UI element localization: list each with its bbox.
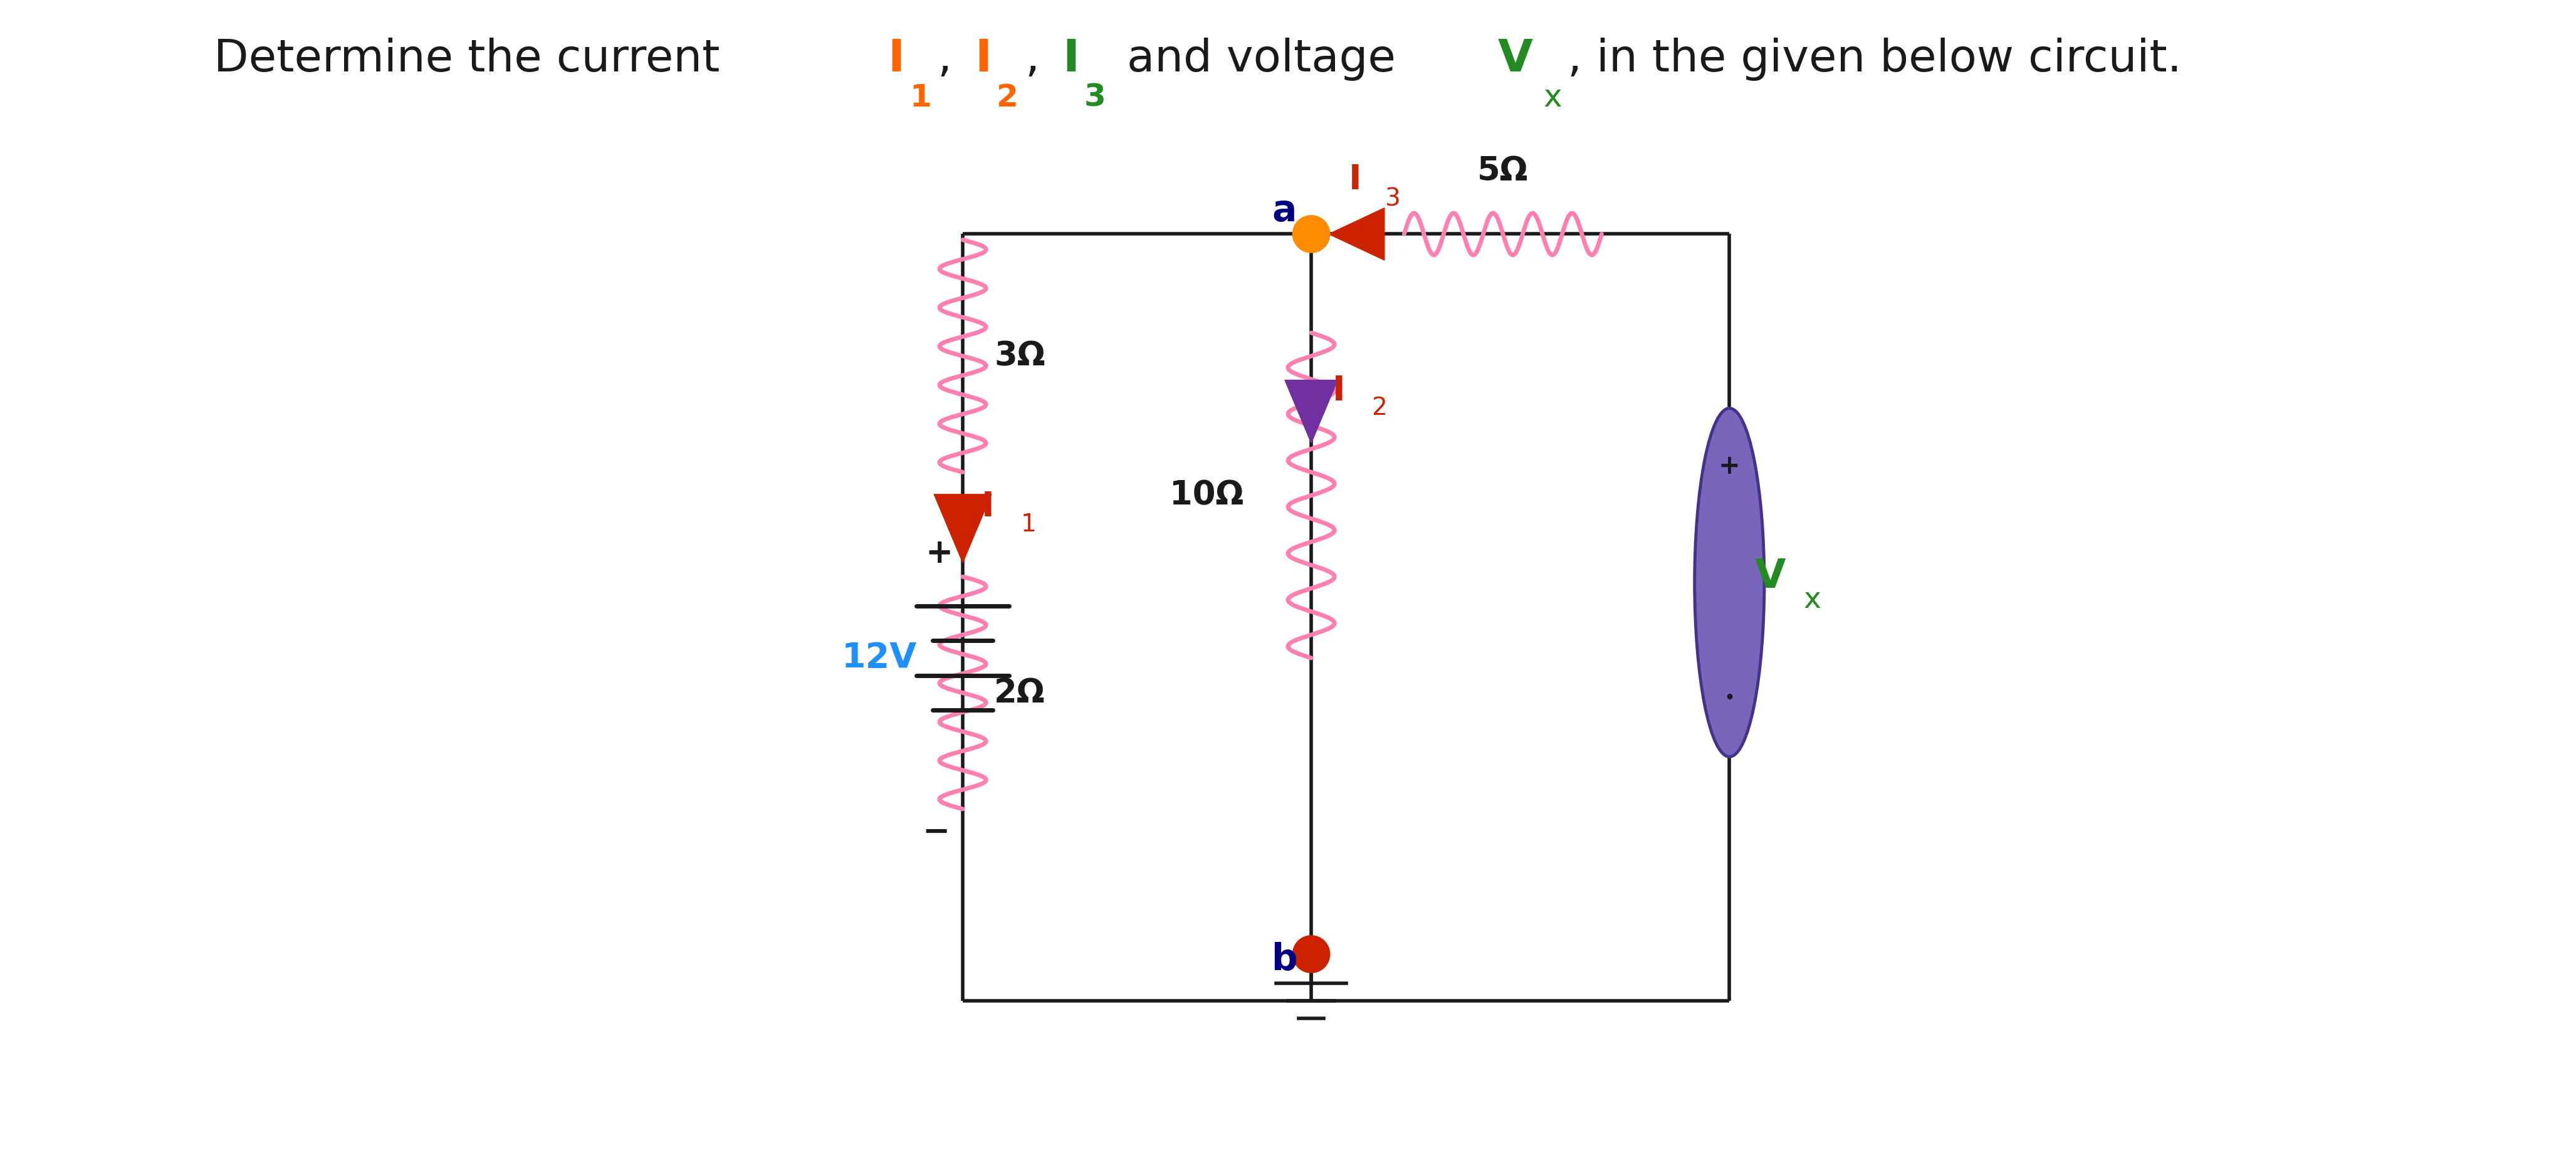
Circle shape	[1293, 216, 1329, 253]
Text: 3: 3	[1084, 83, 1105, 113]
Text: 2: 2	[1370, 396, 1386, 421]
Text: 5Ω: 5Ω	[1479, 155, 1528, 188]
Text: 3Ω: 3Ω	[994, 340, 1046, 373]
Text: ,: ,	[1025, 37, 1054, 80]
Text: 2Ω: 2Ω	[994, 677, 1046, 709]
Ellipse shape	[1695, 408, 1765, 757]
Text: I: I	[1350, 163, 1363, 197]
Text: V: V	[1497, 37, 1533, 80]
Text: x: x	[1543, 83, 1561, 113]
Text: 1: 1	[909, 83, 933, 113]
Polygon shape	[935, 494, 992, 563]
Text: I: I	[1061, 37, 1079, 80]
Text: and voltage: and voltage	[1113, 37, 1409, 80]
Text: x: x	[1803, 586, 1821, 614]
Text: 12V: 12V	[842, 641, 917, 675]
Text: +: +	[1718, 453, 1741, 480]
Text: 1: 1	[1020, 513, 1036, 536]
Text: ,: ,	[938, 37, 966, 80]
Text: , in the given below circuit.: , in the given below circuit.	[1566, 37, 2182, 80]
Text: 10Ω: 10Ω	[1170, 479, 1244, 511]
Text: +: +	[925, 537, 953, 570]
Text: I: I	[1332, 374, 1345, 408]
Text: Determine the current: Determine the current	[214, 37, 734, 80]
Text: •: •	[1723, 690, 1736, 708]
Text: I: I	[976, 37, 992, 80]
Text: I: I	[889, 37, 904, 80]
Polygon shape	[1329, 207, 1383, 260]
Text: 2: 2	[997, 83, 1018, 113]
Circle shape	[1293, 935, 1329, 973]
Text: a: a	[1273, 193, 1296, 228]
Text: −: −	[922, 815, 951, 848]
Text: V: V	[1754, 557, 1785, 596]
Text: I: I	[981, 490, 994, 524]
Text: b: b	[1273, 942, 1298, 977]
Polygon shape	[1285, 380, 1337, 443]
Text: 3: 3	[1386, 188, 1401, 211]
